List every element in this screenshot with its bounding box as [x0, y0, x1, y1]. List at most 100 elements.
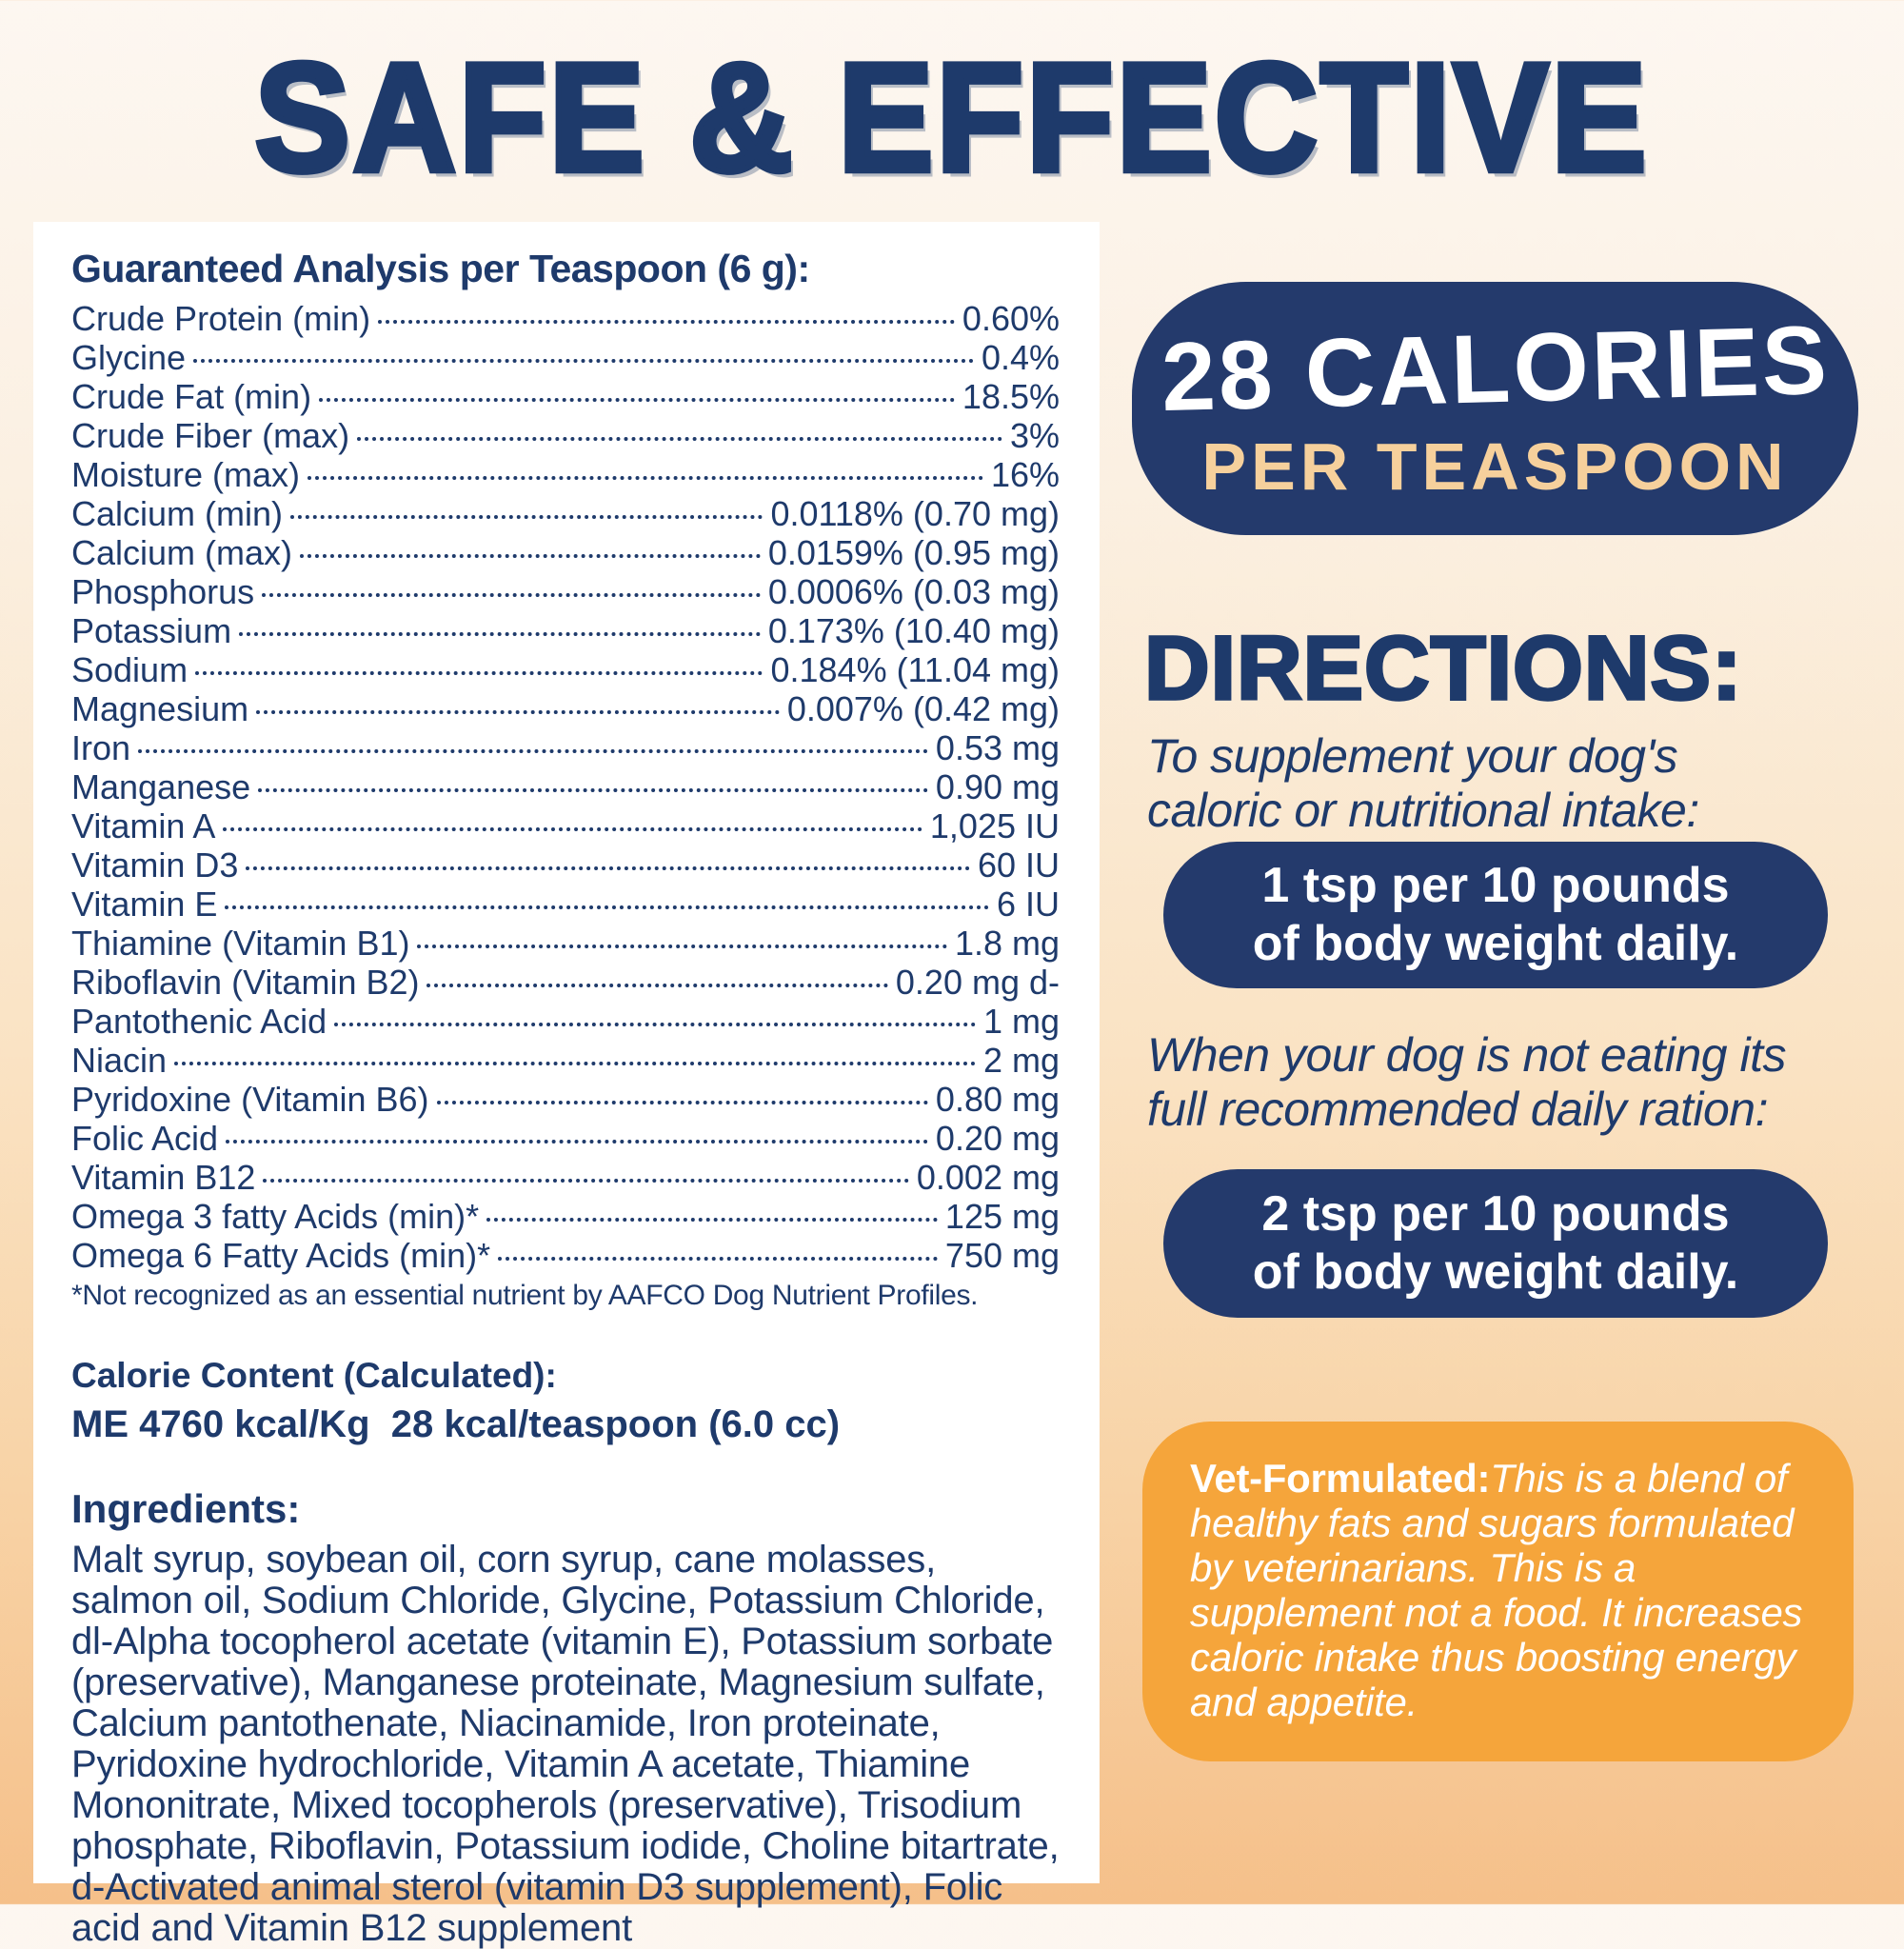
dot-leader — [300, 554, 761, 558]
dot-leader — [426, 984, 888, 987]
analysis-row: Vitamin E 6 IU — [71, 885, 1060, 924]
analysis-row: Pyridoxine (Vitamin B6) 0.80 mg — [71, 1080, 1060, 1119]
analysis-row-value: 1,025 IU — [929, 806, 1060, 845]
aafco-footnote: *Not recognized as an essential nutrient… — [71, 1280, 979, 1311]
analysis-row-label: Vitamin A — [71, 806, 216, 845]
dot-leader — [225, 905, 989, 909]
analysis-row: Crude Protein (min) 0.60% — [71, 299, 1060, 338]
analysis-row-value: 0.0006% (0.03 mg) — [767, 572, 1060, 611]
analysis-row: Pantothenic Acid 1 mg — [71, 1002, 1060, 1041]
analysis-row-label: Vitamin D3 — [71, 845, 239, 885]
analysis-panel: Guaranteed Analysis per Teaspoon (6 g): … — [33, 222, 1100, 1949]
dot-leader — [256, 710, 780, 714]
analysis-row: Thiamine (Vitamin B1) 1.8 mg — [71, 924, 1060, 963]
dot-leader — [193, 359, 974, 363]
dot-leader — [262, 593, 761, 597]
analysis-row-value: 125 mg — [944, 1197, 1060, 1236]
intro2-line2: full recommended daily ration: — [1147, 1083, 1769, 1136]
directions-intro-supplement: To supplement your dog's caloric or nutr… — [1147, 729, 1871, 838]
analysis-row-value: 18.5% — [962, 377, 1060, 416]
calories-badge: 28 CALORIES PER TEASPOON — [1132, 282, 1858, 535]
dot-leader — [319, 398, 955, 402]
dot-leader — [307, 476, 983, 480]
analysis-row-label: Magnesium — [71, 689, 249, 728]
dot-leader — [226, 1140, 928, 1144]
analysis-row: Vitamin D3 60 IU — [71, 845, 1060, 885]
analysis-row-label: Crude Fat (min) — [71, 377, 312, 416]
dot-leader — [486, 1218, 938, 1222]
analysis-row-value: 0.0118% (0.70 mg) — [770, 494, 1060, 533]
dot-leader — [138, 749, 928, 753]
analysis-row-value: 1.8 mg — [954, 924, 1060, 963]
analysis-row-value: 750 mg — [944, 1236, 1060, 1275]
guaranteed-analysis-heading: Guaranteed Analysis per Teaspoon (6 g): — [71, 247, 810, 290]
analysis-row-label: Sodium — [71, 650, 188, 689]
analysis-row-label: Crude Fiber (max) — [71, 416, 350, 455]
analysis-row-label: Pantothenic Acid — [71, 1002, 327, 1041]
analysis-row: Glycine 0.4% — [71, 338, 1060, 377]
analysis-row-label: Niacin — [71, 1041, 168, 1080]
analysis-row-label: Thiamine (Vitamin B1) — [71, 924, 410, 963]
analysis-row-label: Pyridoxine (Vitamin B6) — [71, 1080, 429, 1119]
analysis-row-label: Calcium (min) — [71, 494, 284, 533]
analysis-row-value: 0.184% (11.04 mg) — [770, 650, 1060, 689]
pill2-line2: of body weight daily. — [1252, 1244, 1739, 1300]
analysis-row-value: 0.002 mg — [916, 1158, 1060, 1197]
analysis-row-label: Folic Acid — [71, 1119, 219, 1158]
dot-leader — [417, 945, 947, 948]
intro1-line1: To supplement your dog's — [1147, 729, 1678, 783]
analysis-row-label: Iron — [71, 728, 131, 767]
analysis-row-label: Calcium (max) — [71, 533, 293, 572]
analysis-row: Iron 0.53 mg — [71, 728, 1060, 767]
pill1-line2: of body weight daily. — [1252, 916, 1739, 971]
dot-leader — [258, 788, 928, 792]
dose-pill-1tsp: 1 tsp per 10 pounds of body weight daily… — [1163, 842, 1828, 988]
analysis-row-label: Manganese — [71, 767, 251, 806]
analysis-row-label: Crude Protein (min) — [71, 299, 371, 338]
analysis-row-value: 1 mg — [982, 1002, 1060, 1041]
analysis-row: Vitamin B12 0.002 mg — [71, 1158, 1060, 1197]
analysis-row-value: 16% — [990, 455, 1060, 494]
analysis-row: Phosphorus 0.0006% (0.03 mg) — [71, 572, 1060, 611]
vet-formulated-box: Vet-Formulated:This is a blend of health… — [1142, 1422, 1854, 1761]
dot-leader — [174, 1062, 976, 1065]
analysis-row: Omega 6 Fatty Acids (min)* 750 mg — [71, 1236, 1060, 1275]
analysis-row-value: 0.80 mg — [935, 1080, 1060, 1119]
analysis-row-label: Moisture (max) — [71, 455, 301, 494]
dot-leader — [195, 671, 764, 675]
guaranteed-analysis-list: Crude Protein (min) 0.60% Glycine 0.4% C… — [71, 299, 1060, 1275]
analysis-row-value: 0.4% — [981, 338, 1060, 377]
dot-leader — [290, 515, 764, 519]
directions-intro-not-eating: When your dog is not eating its full rec… — [1147, 1028, 1871, 1137]
analysis-row-label: Omega 3 fatty Acids (min)* — [71, 1197, 480, 1236]
analysis-row-value: 2 mg — [982, 1041, 1060, 1080]
analysis-row: Vitamin A 1,025 IU — [71, 806, 1060, 845]
analysis-row: Potassium 0.173% (10.40 mg) — [71, 611, 1060, 650]
analysis-row-value: 0.53 mg — [935, 728, 1060, 767]
calories-badge-unit: PER TEASPOON — [1201, 428, 1789, 504]
analysis-row-value: 0.0159% (0.95 mg) — [767, 533, 1060, 572]
intro2-line1: When your dog is not eating its — [1147, 1028, 1787, 1082]
analysis-row: Omega 3 fatty Acids (min)* 125 mg — [71, 1197, 1060, 1236]
calories-badge-amount: 28 CALORIES — [1160, 305, 1831, 431]
analysis-row-label: Vitamin E — [71, 885, 218, 924]
analysis-row: Magnesium 0.007% (0.42 mg) — [71, 689, 1060, 728]
analysis-row-label: Phosphorus — [71, 572, 255, 611]
analysis-row: Calcium (max) 0.0159% (0.95 mg) — [71, 533, 1060, 572]
dot-leader — [246, 866, 970, 870]
analysis-row: Folic Acid 0.20 mg — [71, 1119, 1060, 1158]
dot-leader — [378, 320, 955, 324]
analysis-row-value: 3% — [1009, 416, 1060, 455]
calorie-content-value: ME 4760 kcal/Kg 28 kcal/teaspoon (6.0 cc… — [71, 1403, 841, 1445]
dot-leader — [436, 1101, 928, 1104]
analysis-row: Riboflavin (Vitamin B2) 0.20 mg d- — [71, 963, 1060, 1002]
dot-leader — [357, 437, 1002, 441]
analysis-row-value: 0.007% (0.42 mg) — [786, 689, 1060, 728]
analysis-row: Moisture (max) 16% — [71, 455, 1060, 494]
dot-leader — [223, 827, 922, 831]
pill2-line1: 2 tsp per 10 pounds — [1261, 1186, 1730, 1242]
ingredients-text: Malt syrup, soybean oil, corn syrup, can… — [71, 1539, 1060, 1949]
analysis-row-value: 60 IU — [977, 845, 1060, 885]
ingredients-heading: Ingredients: — [71, 1486, 301, 1531]
analysis-row: Crude Fat (min) 18.5% — [71, 377, 1060, 416]
